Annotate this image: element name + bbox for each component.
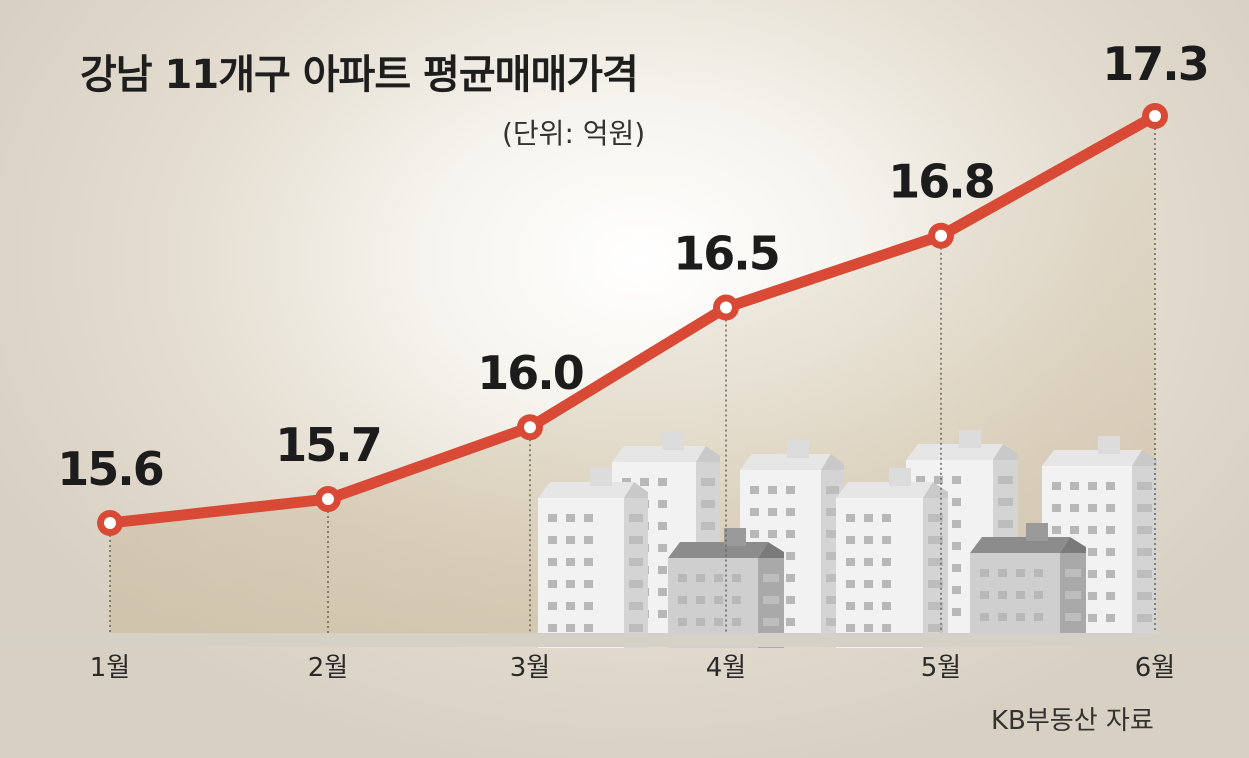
marker-5 (928, 222, 954, 249)
building-8 (970, 523, 1086, 643)
series-line (104, 110, 1161, 529)
x-tick-label-1: 1월 (90, 653, 130, 683)
data-label-2: 15.7 (275, 418, 381, 472)
x-tick-label-2: 2월 (308, 653, 348, 683)
data-label-6: 17.3 (1102, 37, 1208, 91)
source-note: KB부동산 자료 (991, 706, 1154, 736)
building-5 (836, 468, 948, 648)
x-axis-ticks: 1월 2월 3월 4월 5월 6월 (90, 653, 1175, 683)
x-tick-label-5: 5월 (921, 653, 961, 683)
data-label-4: 16.5 (673, 227, 779, 281)
apartment-buildings-illustration (538, 430, 1157, 648)
chart-title: 강남 11개구 아파트 평균매매가격 (80, 52, 639, 98)
series-line-layer (104, 110, 1161, 529)
x-tick-label-6: 6월 (1135, 653, 1175, 683)
markers (97, 103, 1168, 536)
baseline (0, 633, 1249, 647)
marker-1 (97, 510, 123, 536)
marker-4 (713, 294, 739, 321)
baseline-band (0, 633, 1249, 647)
x-tick-label-4: 4월 (706, 653, 746, 683)
data-label-3: 16.0 (477, 346, 583, 400)
data-label-5: 16.8 (888, 155, 994, 209)
marker-6 (1142, 103, 1168, 129)
x-tick-label-3: 3월 (510, 653, 550, 683)
data-labels: 15.6 15.7 16.0 16.5 16.8 17.3 (57, 37, 1210, 496)
drop-lines (109, 128, 1156, 633)
data-label-1: 15.6 (57, 442, 163, 496)
building-2 (538, 468, 648, 648)
marker-2 (315, 486, 341, 513)
unit-label: (단위: 억원) (502, 117, 646, 150)
marker-3 (517, 414, 543, 441)
